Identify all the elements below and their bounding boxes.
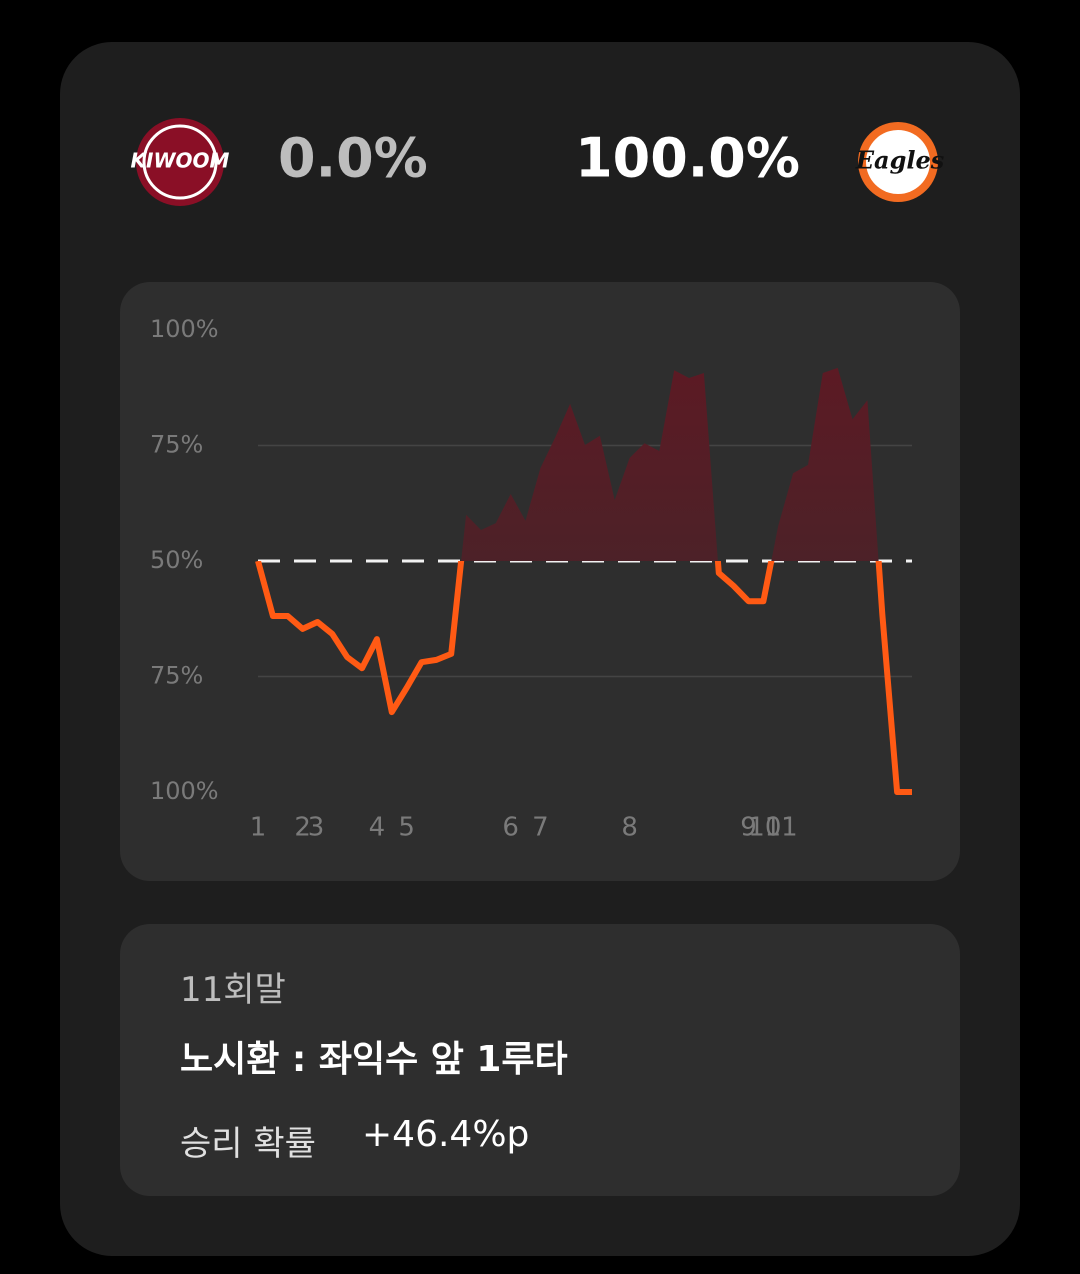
y-tick-label: 50%: [150, 546, 203, 574]
y-tick-label: 100%: [150, 315, 219, 343]
team-probability: 100.0%: [575, 127, 800, 190]
x-tick-label: 4: [369, 813, 386, 843]
y-tick-label: 75%: [150, 431, 203, 459]
chart-panel: [120, 282, 960, 881]
x-tick-label: 10: [748, 813, 781, 843]
play-description: 노시환 : 좌익수 앞 1루타: [180, 1039, 568, 1080]
probability-label: 승리 확률: [180, 1124, 316, 1164]
probability-change: +46.4%p: [362, 1114, 530, 1155]
header: KIWOOM 0.0% 100.0% Eagles: [131, 118, 945, 206]
win-probability-line: [255, 561, 912, 795]
y-tick-label: 100%: [150, 777, 219, 805]
y-tick-label: 75%: [150, 662, 203, 690]
logo-ring: [142, 124, 218, 200]
inning: 11회말: [180, 970, 286, 1010]
team-logo: [136, 118, 224, 206]
x-tick-label: 1: [250, 813, 267, 843]
x-tick-label: 3: [308, 813, 325, 843]
x-tick-label: 9: [740, 813, 757, 843]
event-card: [120, 924, 960, 1196]
area: [258, 367, 912, 561]
logo-ring: [866, 130, 930, 194]
x-tick-label: 5: [398, 813, 415, 843]
team-probability: 0.0%: [278, 127, 428, 190]
x-tick-label: 11: [765, 813, 798, 843]
x-tick-label: 7: [532, 813, 549, 843]
x-tick-label: 6: [502, 813, 519, 843]
x-tick-label: 2: [294, 813, 311, 843]
logo-text: Eagles: [855, 146, 945, 175]
x-tick-label: 8: [621, 813, 638, 843]
logo-text: KIWOOM: [131, 149, 230, 173]
